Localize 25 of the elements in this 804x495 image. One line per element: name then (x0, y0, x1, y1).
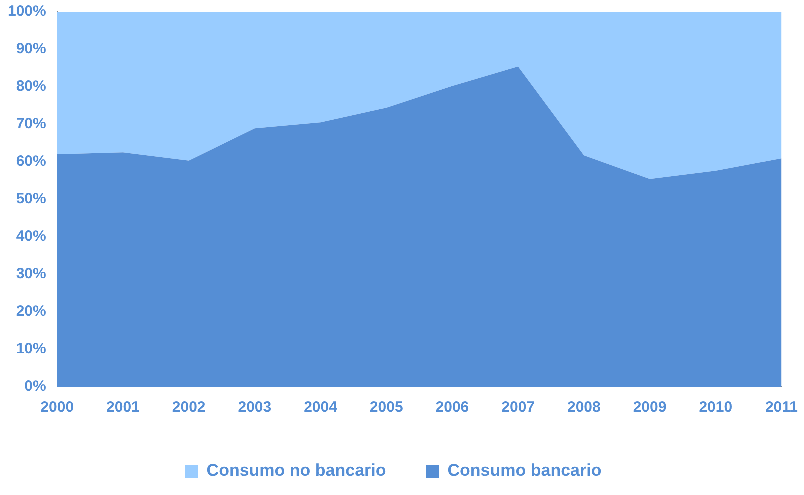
x-tick-label: 2003 (238, 399, 272, 416)
x-tick-label: 2007 (502, 399, 536, 416)
legend-label: Consumo no bancario (206, 461, 386, 480)
y-tick-label: 80% (16, 78, 46, 96)
y-tick-label: 60% (16, 153, 46, 170)
y-tick-label: 0% (24, 378, 46, 396)
y-tick-label: 10% (16, 340, 46, 358)
x-tick-label: 2008 (567, 399, 601, 416)
y-tick-label: 90% (16, 40, 46, 58)
legend-label: Consumo bancario (448, 461, 602, 480)
x-tick-label: 2005 (370, 399, 404, 416)
x-tick-label: 2009 (633, 399, 667, 416)
x-tick-label: 2011 (765, 399, 798, 416)
x-tick-label: 2000 (40, 399, 74, 416)
x-tick-label: 2004 (304, 399, 338, 416)
x-tick-label: 2006 (436, 399, 470, 416)
y-tick-label: 30% (16, 266, 46, 283)
y-tick-label: 100% (8, 3, 46, 20)
y-tick-label: 50% (16, 190, 46, 208)
y-tick-label: 20% (16, 303, 46, 320)
x-tick-label: 2001 (106, 399, 140, 416)
x-tick-label: 2002 (172, 399, 206, 416)
y-tick-label: 70% (16, 116, 46, 133)
x-tick-label: 2010 (699, 399, 733, 416)
y-tick-label: 40% (16, 228, 46, 246)
